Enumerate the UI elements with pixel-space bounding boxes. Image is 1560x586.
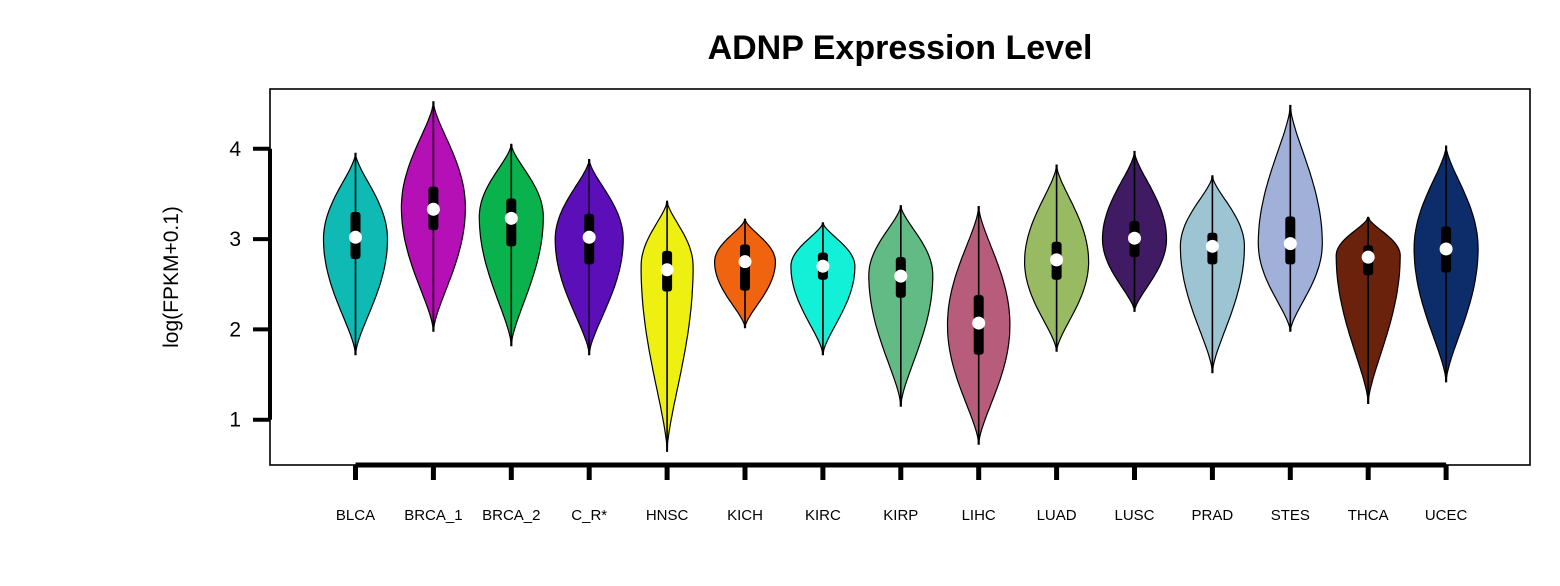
median-point <box>1283 237 1297 251</box>
median-point <box>972 316 986 330</box>
violin-STES <box>1257 104 1323 332</box>
violin-KICH <box>714 218 776 329</box>
x-tick-label: C_R* <box>571 507 607 524</box>
x-tick-label: BRCA_1 <box>404 507 462 524</box>
violin-KIRP <box>868 205 934 407</box>
violin-LUSC <box>1101 150 1168 312</box>
violin-UCEC <box>1413 145 1479 383</box>
x-tick-label: HNSC <box>646 507 689 524</box>
violin-HNSC <box>640 200 694 452</box>
median-point <box>816 259 830 273</box>
median-point <box>504 211 518 225</box>
violin-PRAD <box>1179 175 1245 374</box>
median-point <box>1205 239 1219 253</box>
x-tick-label: LIHC <box>962 507 996 524</box>
violin-LUAD <box>1023 164 1090 352</box>
median-point <box>1128 231 1141 245</box>
y-tick-label: 1 <box>229 409 241 432</box>
median-point <box>426 202 440 216</box>
x-tick-label: BLCA <box>336 507 375 524</box>
median-point <box>738 255 752 269</box>
y-tick-label: 4 <box>229 138 241 161</box>
x-tick-label: LUAD <box>1037 507 1077 524</box>
x-tick-label: THCA <box>1348 507 1389 524</box>
x-tick-label: PRAD <box>1192 507 1234 524</box>
median-point <box>1361 250 1375 264</box>
violin-KIRC <box>790 222 856 356</box>
median-point <box>582 230 596 244</box>
violin-THCA <box>1335 216 1401 404</box>
chart-title: ADNP Expression Level <box>708 29 1093 67</box>
median-point <box>349 230 362 244</box>
violin-BRCA_1 <box>400 101 466 332</box>
median-point <box>1439 242 1453 256</box>
violin-BLCA <box>322 152 389 356</box>
median-point <box>1050 253 1064 267</box>
violin-LIHC <box>946 206 1011 445</box>
y-axis: 1 2 3 4 <box>229 138 272 432</box>
median-point <box>894 269 908 283</box>
x-tick-label: KIRC <box>805 507 841 524</box>
x-axis: BLCA BRCA_1 BRCA_2 C_R* HNSC KICH KIRC KIRP LIHC… <box>336 462 1468 524</box>
violin-BRCA_2 <box>478 143 544 347</box>
x-tick-label: STES <box>1271 507 1310 524</box>
x-tick-label: KICH <box>727 507 763 524</box>
violin-C_R* <box>554 159 624 356</box>
median-point <box>660 263 674 277</box>
x-tick-label: LUSC <box>1114 507 1154 524</box>
x-tick-label: UCEC <box>1425 507 1468 524</box>
y-tick-label: 2 <box>229 318 241 341</box>
y-tick-label: 3 <box>229 228 241 251</box>
y-axis-label: log(FPKM+0.1) <box>160 206 183 348</box>
x-tick-label: KIRP <box>883 507 918 524</box>
violins <box>322 101 1479 452</box>
x-tick-label: BRCA_2 <box>482 507 540 524</box>
